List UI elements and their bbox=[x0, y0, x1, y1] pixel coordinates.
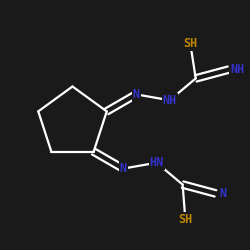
Text: NH: NH bbox=[162, 94, 177, 107]
Text: N: N bbox=[220, 187, 226, 200]
Text: SH: SH bbox=[178, 213, 192, 226]
Text: N: N bbox=[120, 162, 127, 175]
Text: HN: HN bbox=[150, 156, 164, 169]
Text: N: N bbox=[132, 88, 140, 101]
Text: NH: NH bbox=[230, 63, 245, 76]
Text: SH: SH bbox=[184, 37, 198, 50]
